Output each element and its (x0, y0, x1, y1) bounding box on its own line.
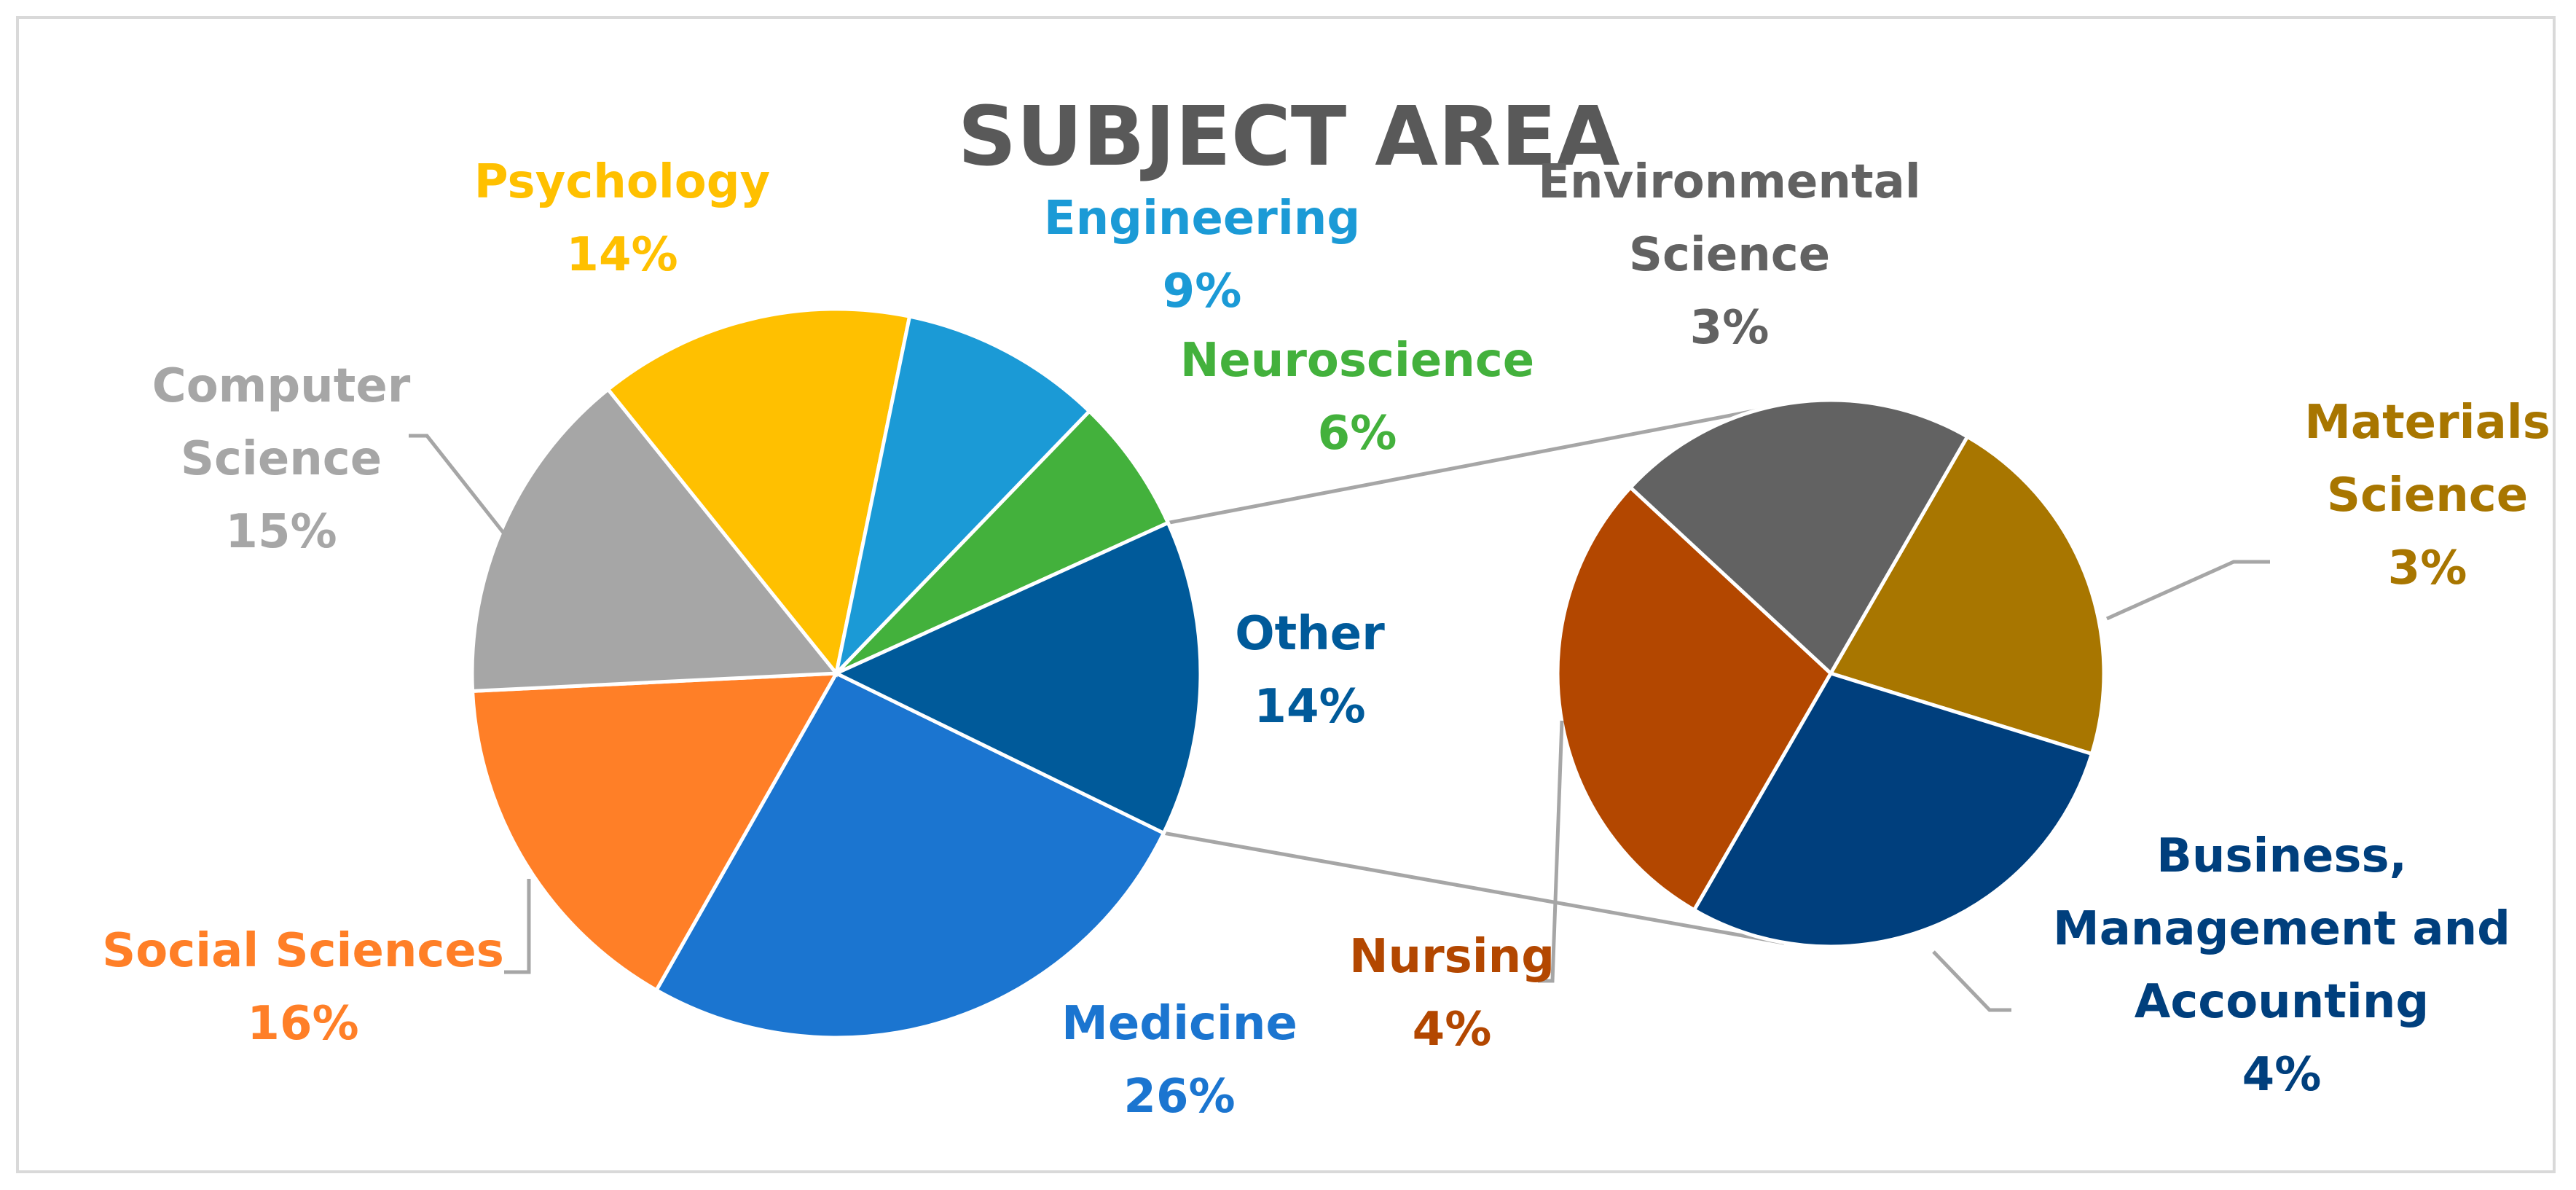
label-environmental-science-line-2: Science (1629, 228, 1830, 282)
label-psychology: Psychology (474, 155, 771, 209)
pie-of-pie-chart: SUBJECT AREA Medicine 26% Social Sciences 1… (102, 90, 2551, 1124)
label-business-management-and-accounting-line-1: Business, (2156, 829, 2407, 883)
label-environmental-science-line-1: Environmental (1538, 155, 1920, 209)
connector-line-bottom (1163, 831, 1785, 945)
label-materials-science: Materials Science (2304, 396, 2551, 522)
label-computer-science-line-1: Computer (152, 359, 411, 413)
chart-frame: SUBJECT AREA Medicine 26% Social Sciences 1… (16, 16, 2556, 1173)
secondary-pie (1555, 398, 2106, 949)
label-business-management-and-accounting-line-2: Management and (2053, 902, 2510, 956)
leader-line-nursing (1538, 720, 1564, 983)
label-materials-science-line-2: Science (2327, 469, 2528, 522)
slice-engineering (833, 314, 1092, 679)
slice-business-management-and-accounting (1692, 671, 2094, 949)
value-label-nursing: 4% (1413, 1003, 1492, 1057)
label-business-management-and-accounting: Business, Management and Accounting (2053, 829, 2510, 1029)
slice-neuroscience (835, 408, 1171, 676)
value-label-engineering: 9% (1163, 265, 1242, 318)
slice-medicine (653, 670, 1166, 1040)
label-psychology-line-1: Psychology (474, 155, 771, 209)
value-label-neuroscience: 6% (1318, 407, 1397, 461)
label-environmental-science: Environmental Science (1538, 155, 1920, 282)
slice-materials-science (1828, 434, 2106, 756)
value-label-computer-science: 15% (225, 505, 337, 559)
label-other-line-1: Other (1235, 607, 1385, 661)
slice-computer-science (470, 386, 841, 694)
label-medicine: Medicine (1061, 997, 1297, 1051)
label-business-management-and-accounting-line-3: Accounting (2135, 975, 2429, 1029)
label-other: Other (1235, 607, 1385, 661)
leader-lines (409, 434, 2270, 1012)
label-materials-science-line-1: Materials (2304, 396, 2551, 450)
label-nursing-line-1: Nursing (1349, 930, 1555, 984)
slice-nursing (1555, 485, 1834, 913)
slice-social-sciences (470, 671, 840, 993)
value-label-medicine: 26% (1123, 1070, 1235, 1124)
main-pie (470, 307, 1203, 1040)
data-labels: Medicine 26% Social Sciences 16% Computer Sci… (102, 155, 2551, 1124)
label-medicine-line-1: Medicine (1061, 997, 1297, 1051)
value-label-psychology: 14% (566, 228, 678, 282)
label-neuroscience-line-1: Neuroscience (1180, 334, 1534, 388)
leader-line-materials-science (2105, 560, 2270, 621)
slice-psychology (605, 307, 912, 678)
label-neuroscience: Neuroscience (1180, 334, 1534, 388)
slice-other (832, 520, 1203, 836)
value-label-other: 14% (1254, 680, 1365, 734)
leader-line-social-sciences (504, 879, 531, 974)
chart-title: SUBJECT AREA (958, 90, 1620, 184)
label-nursing: Nursing (1349, 930, 1555, 984)
value-label-social-sciences: 16% (247, 997, 358, 1051)
label-social-sciences: Social Sciences (102, 924, 504, 978)
connector-lines (1163, 403, 1785, 945)
label-computer-science: Computer Science (152, 359, 411, 486)
label-engineering: Engineering (1044, 192, 1360, 246)
label-computer-science-line-2: Science (181, 432, 382, 486)
label-social-sciences-line-1: Social Sciences (102, 924, 504, 978)
leader-line-computer-science (409, 434, 505, 534)
label-engineering-line-1: Engineering (1044, 192, 1360, 246)
value-label-materials-science: 3% (2388, 541, 2467, 595)
value-label-environmental-science: 3% (1690, 301, 1770, 355)
slice-environmental-science (1627, 398, 1970, 676)
value-label-business-management-and-accounting: 4% (2242, 1048, 2322, 1102)
connector-line-top (1167, 403, 1785, 525)
leader-line-business-management-and-accounting (1932, 950, 2011, 1012)
